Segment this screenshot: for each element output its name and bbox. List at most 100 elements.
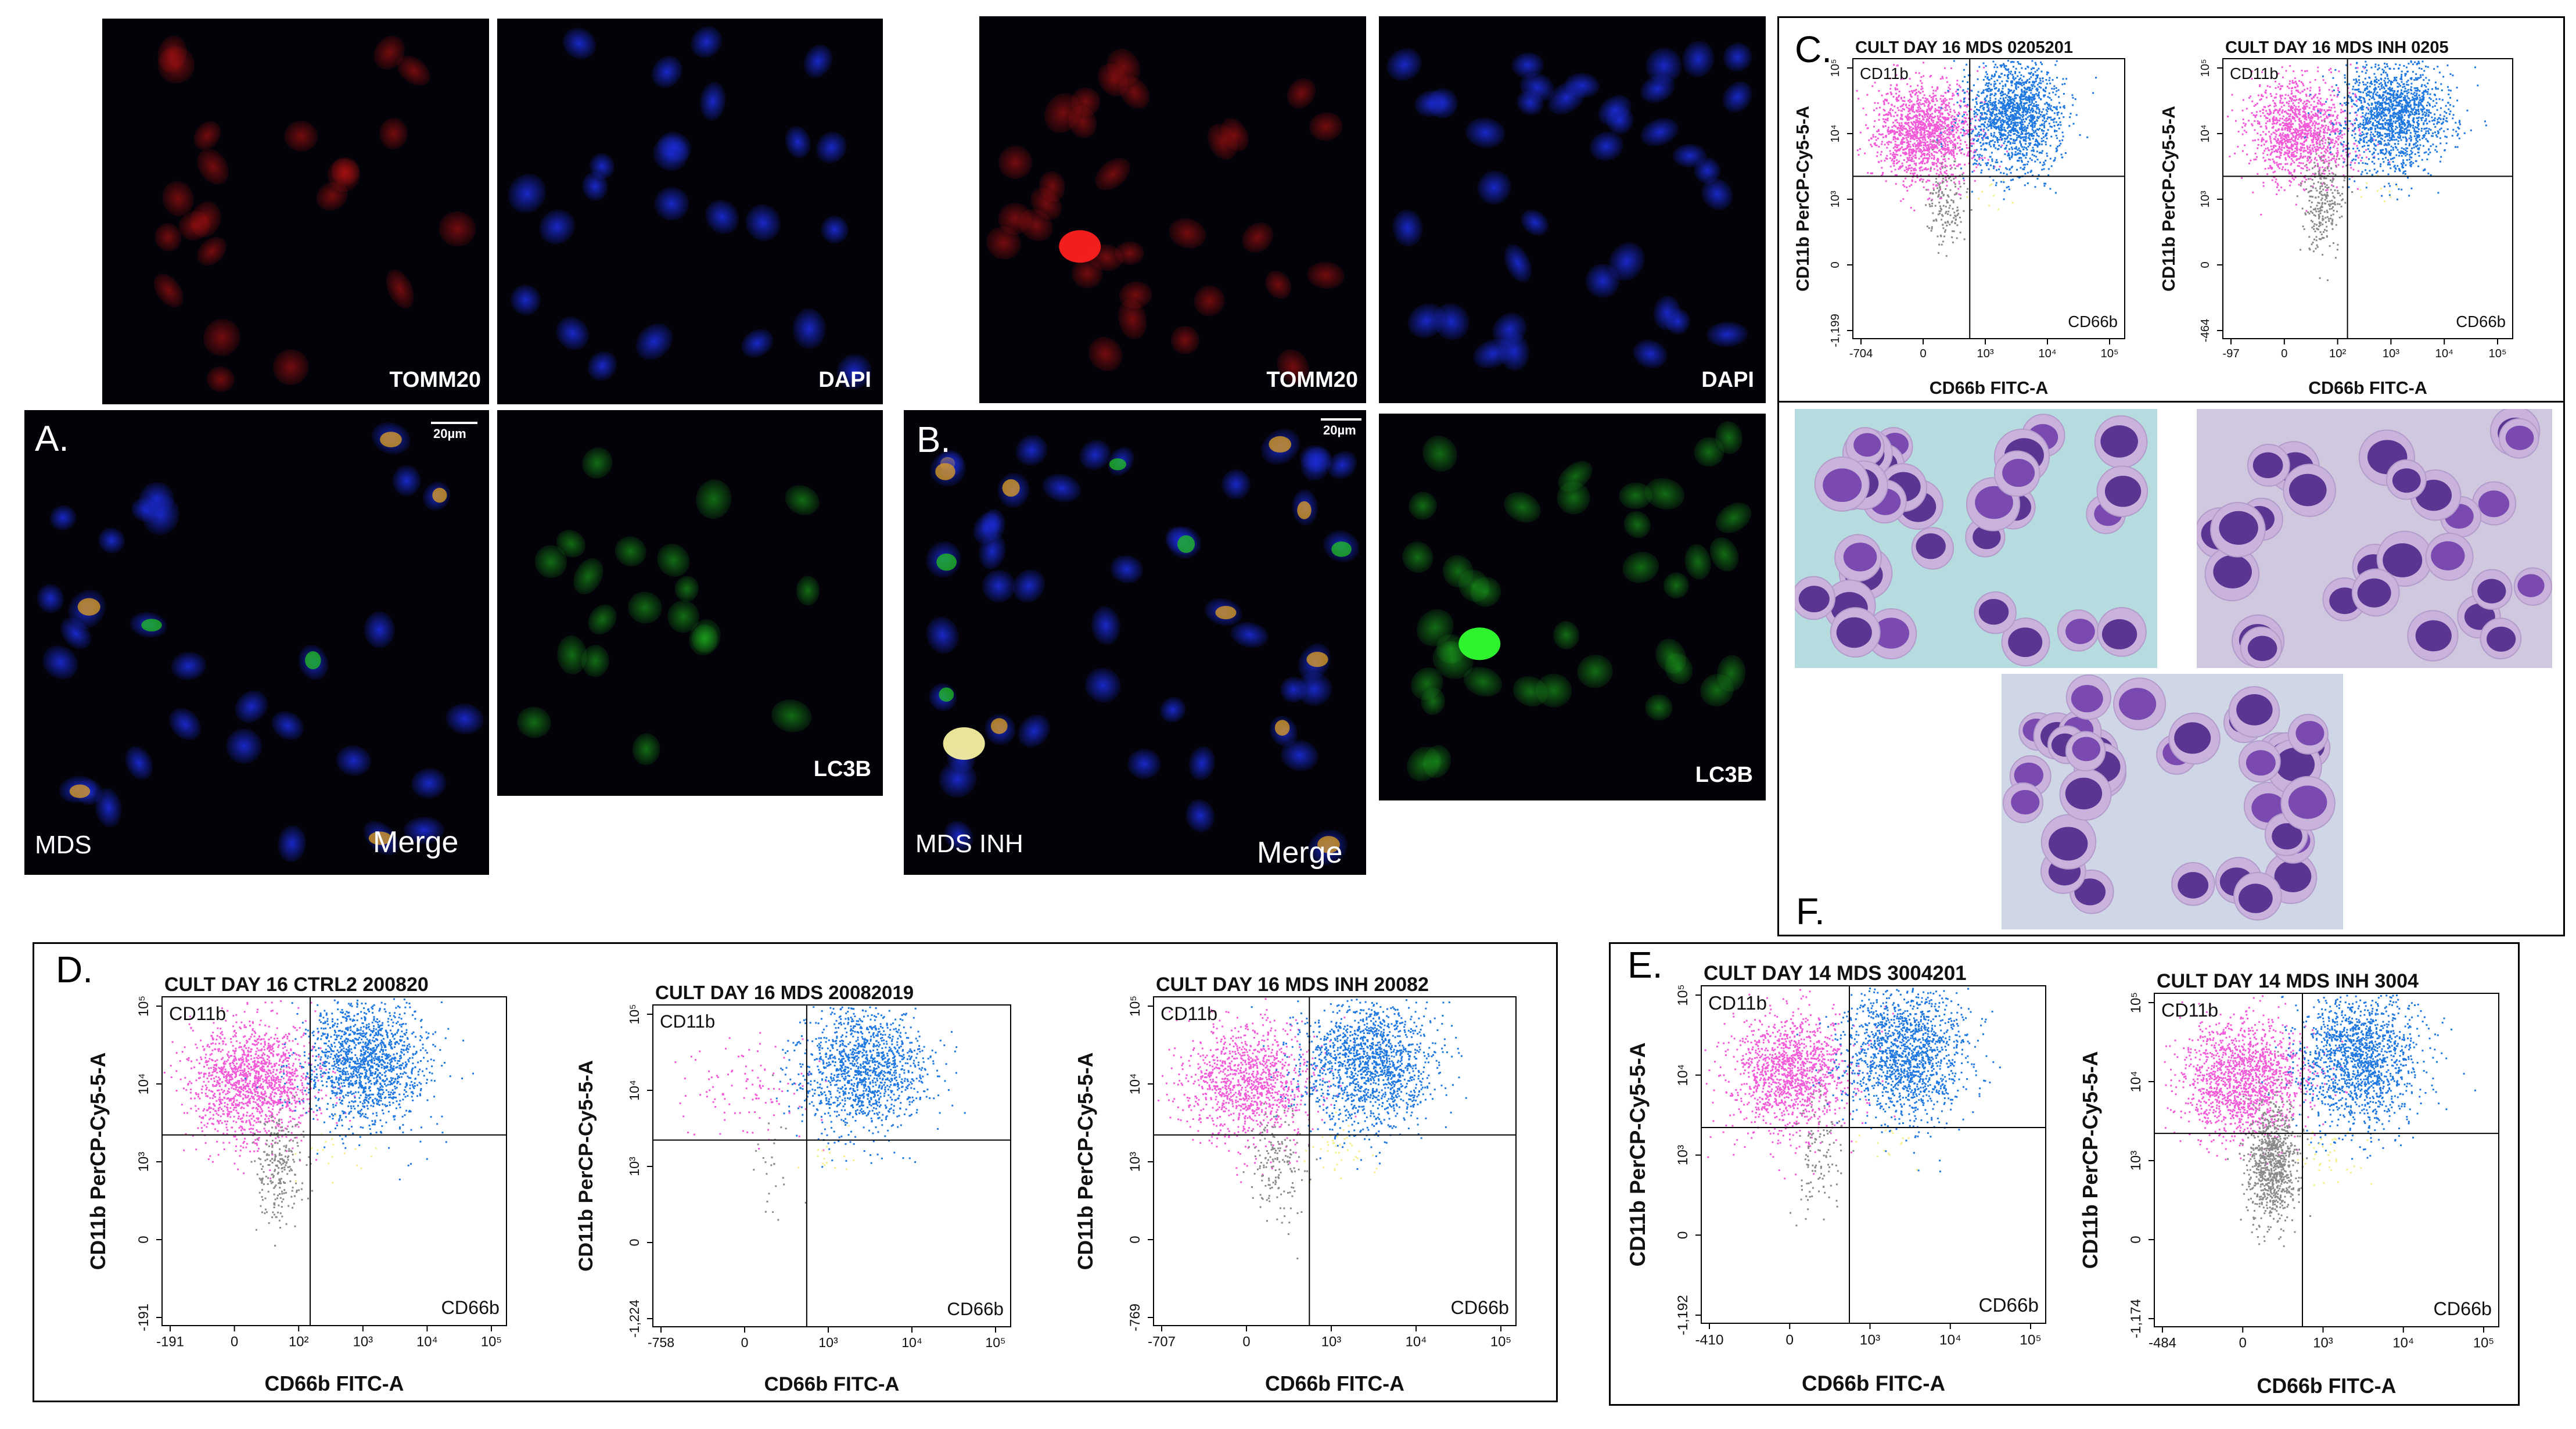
event-dot [2337, 138, 2340, 140]
event-dot [1906, 189, 1909, 192]
event-dot [2064, 82, 2066, 85]
cell [1287, 78, 1316, 109]
event-dot [1926, 112, 1928, 114]
event-dot [1947, 221, 1949, 224]
event-dot [2277, 128, 2280, 131]
event-dot [2336, 84, 2337, 87]
event-dot [2019, 99, 2021, 102]
event-dot [2277, 110, 2279, 112]
event-dot [1912, 105, 1914, 107]
event-dot [1935, 151, 1937, 153]
event-dot [1947, 112, 1949, 114]
event-dot [1928, 153, 1930, 156]
event-dot [2309, 152, 2311, 153]
event-dot [1999, 100, 2001, 103]
event-dot [2247, 120, 2250, 122]
event-dot [1870, 137, 1873, 139]
event-dot [1941, 192, 1943, 195]
event-dot [1939, 188, 1941, 189]
event-dot [2046, 132, 2048, 134]
event-dot [2315, 141, 2318, 143]
event-dot [2031, 174, 2034, 177]
event-dot [2365, 60, 2367, 63]
event-dot [1896, 131, 1899, 133]
panel-b-lc3b-image: LC3B [1379, 414, 1766, 800]
event-dot [2288, 151, 2290, 153]
event-dot [1962, 128, 1964, 131]
cell-signal [432, 487, 447, 503]
cell [206, 366, 235, 392]
event-dot [2025, 154, 2028, 156]
event-dot [1998, 118, 2000, 120]
event-dot [1926, 148, 1928, 150]
event-dot [2284, 97, 2286, 99]
event-dot [1927, 159, 1929, 161]
event-dot [2305, 150, 2307, 152]
event-dot [2318, 135, 2320, 137]
event-dot [2036, 119, 2038, 121]
event-dot [1982, 139, 1984, 141]
event-dot [2056, 112, 2058, 114]
event-dot [2047, 116, 2049, 119]
event-dot [2445, 120, 2447, 122]
event-dot [1910, 121, 1913, 124]
event-dot [2024, 128, 2026, 131]
event-dot [2324, 113, 2326, 115]
event-dot [2347, 87, 2349, 89]
event-dot [2010, 123, 2012, 125]
event-dot [2264, 114, 2266, 117]
event-dot [1917, 148, 1919, 150]
event-dot [1923, 112, 1925, 114]
event-dot [2001, 64, 2003, 66]
event-dot [1928, 203, 1931, 206]
event-dot [1898, 99, 1900, 102]
event-dot [2309, 81, 2311, 84]
event-dot [1930, 107, 1932, 109]
event-dot [2428, 79, 2430, 81]
event-dot [2337, 154, 2338, 156]
event-dot [2276, 150, 2279, 152]
event-dot [2229, 155, 2231, 157]
event-dot [2324, 82, 2327, 84]
event-dot [2004, 67, 2007, 70]
cell [235, 690, 268, 723]
event-dot [2036, 76, 2039, 78]
event-dot [2029, 99, 2031, 101]
event-dot [2275, 96, 2277, 99]
event-dot [1984, 132, 1986, 134]
event-dot [2327, 165, 2330, 167]
event-dot [1950, 199, 1953, 202]
event-dot [2033, 131, 2035, 134]
event-dot [2026, 149, 2028, 151]
event-dot [2018, 177, 2020, 179]
event-dot [1927, 189, 1930, 191]
event-dot [1959, 231, 1961, 234]
event-dot [2049, 188, 2052, 190]
event-dot [2032, 149, 2035, 151]
event-dot [1981, 137, 1983, 139]
event-dot [2312, 108, 2315, 110]
event-dot [1930, 141, 1932, 143]
event-dot [2324, 159, 2327, 161]
event-dot [1937, 187, 1939, 189]
event-dot [1936, 165, 1938, 167]
event-dot [1909, 91, 1911, 93]
event-dot [1997, 127, 2000, 129]
event-dot [1905, 177, 1907, 179]
panel-a-tomm20-image: TOMM20 [102, 19, 489, 404]
events-cd11b_only [2227, 63, 2408, 216]
event-dot [1910, 96, 1913, 98]
event-dot [2309, 132, 2312, 134]
event-dot [1896, 98, 1898, 100]
event-dot [2337, 164, 2340, 166]
event-dot [2328, 137, 2330, 139]
cell [157, 46, 195, 84]
event-dot [1919, 150, 1921, 153]
cell [392, 465, 421, 497]
event-dot [1963, 92, 1966, 94]
event-dot [2021, 161, 2023, 163]
event-dot [1933, 162, 1935, 164]
event-dot [1953, 145, 1956, 147]
event-dot [2028, 119, 2031, 121]
event-dot [2046, 155, 2049, 157]
